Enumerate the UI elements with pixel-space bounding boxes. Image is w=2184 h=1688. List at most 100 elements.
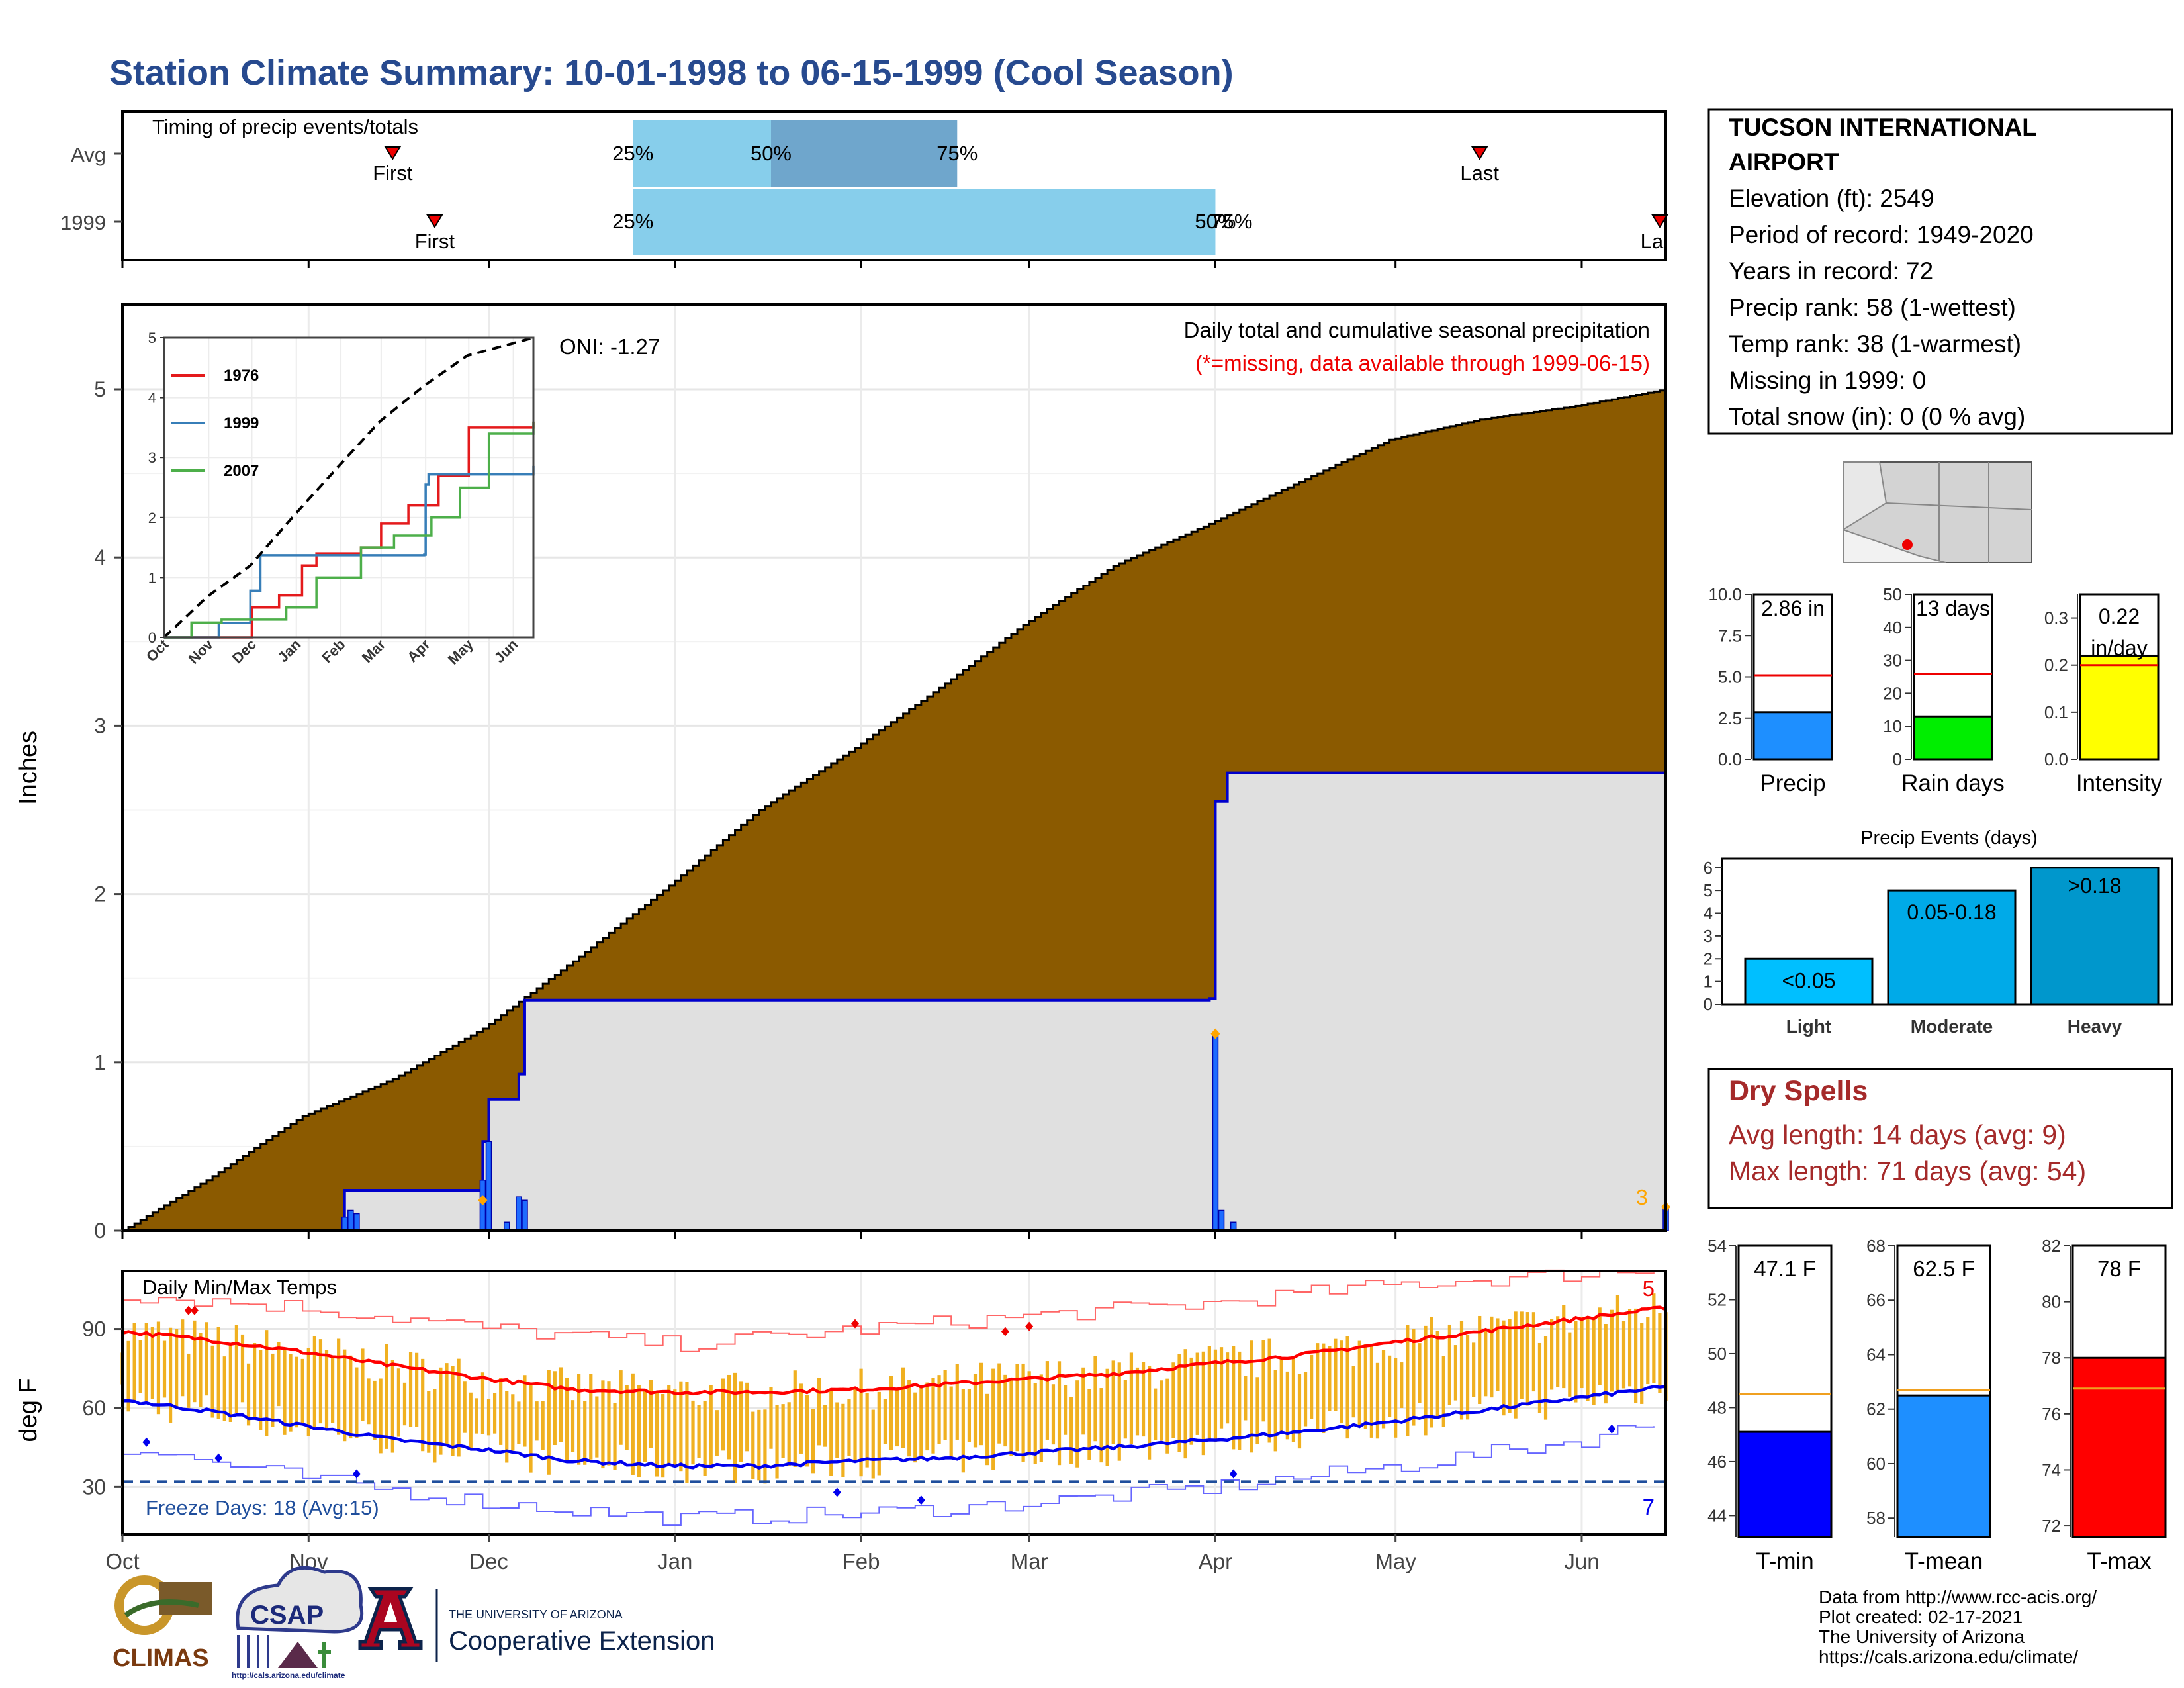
events-category-label: Heavy <box>2068 1016 2122 1037</box>
precip-ylabel: Inches <box>15 731 42 805</box>
summary-tick-label: 76 <box>2042 1404 2061 1424</box>
month-tick-label: Apr <box>1199 1549 1232 1573</box>
daily-temp-bar <box>895 1389 899 1447</box>
station-elevation: Elevation (ft): 2549 <box>1729 185 1934 212</box>
station-years: Years in record: 72 <box>1729 258 1933 285</box>
dry-spells-title: Dry Spells <box>1729 1075 1868 1107</box>
daily-temp-bar <box>337 1338 341 1435</box>
dry-spells-avg: Avg length: 14 days (avg: 9) <box>1729 1119 2066 1150</box>
daily-temp-bar <box>1615 1295 1620 1391</box>
summary-value-bar <box>1913 715 1993 761</box>
daily-temp-bar <box>667 1385 671 1465</box>
daily-temp-bar <box>1099 1388 1103 1463</box>
daily-temp-bar <box>997 1363 1001 1444</box>
daily-precip-bar <box>522 1199 528 1231</box>
daily-temp-bar <box>1514 1311 1518 1419</box>
daily-temp-bar <box>1610 1309 1614 1392</box>
daily-temp-bar <box>1490 1316 1494 1398</box>
daily-temp-bar <box>565 1378 569 1463</box>
daily-temp-bar <box>907 1380 911 1457</box>
record-temp-marker <box>917 1495 925 1505</box>
daily-temp-bar <box>1580 1317 1584 1389</box>
daily-temp-bar <box>1009 1378 1013 1456</box>
daily-temp-bar <box>1291 1356 1296 1442</box>
month-tick-label: May <box>1375 1549 1417 1573</box>
daily-temp-bar <box>222 1356 226 1421</box>
daily-temp-bar <box>1039 1374 1043 1462</box>
temp-summary-value-label: 62.5 F <box>1913 1256 1975 1281</box>
university-of-arizona-logo: THE UNIVERSITY OF ARIZONA Cooperative Ex… <box>358 1587 715 1662</box>
daily-temp-bar <box>1394 1358 1398 1438</box>
daily-temp-bar <box>1406 1325 1410 1436</box>
daily-temp-bar <box>1334 1338 1338 1411</box>
daily-temp-bar <box>715 1410 719 1456</box>
daily-temp-bar <box>1351 1366 1355 1418</box>
daily-temp-bar <box>607 1381 611 1466</box>
daily-temp-bar <box>1201 1351 1205 1456</box>
summary-tick-label: 78 <box>2042 1348 2061 1368</box>
daily-temp-bar <box>1412 1328 1416 1426</box>
record-temp-marker <box>214 1453 223 1463</box>
daily-temp-bar <box>1400 1362 1404 1409</box>
daily-temp-bar <box>312 1336 316 1429</box>
daily-temp-bar <box>1598 1307 1602 1385</box>
daily-temp-bar <box>187 1353 191 1408</box>
summary-tick-label: 10.0 <box>1708 585 1742 604</box>
record-temp-marker <box>851 1319 860 1329</box>
summary-tick-label: 46 <box>1707 1452 1727 1472</box>
daily-temp-bar <box>775 1404 779 1479</box>
precip-title: Daily total and cumulative seasonal prec… <box>1184 318 1650 342</box>
daily-temp-bar <box>1154 1388 1158 1440</box>
daily-temp-bar <box>793 1370 797 1468</box>
summary-tick-label: 64 <box>1866 1344 1886 1364</box>
daily-temp-bar <box>877 1391 881 1476</box>
events-tick-label: 3 <box>1704 926 1713 946</box>
record-temp-marker <box>1025 1321 1034 1331</box>
year-cumulative-area <box>122 749 1666 1231</box>
daily-temp-bar <box>865 1393 869 1468</box>
record-precip-marker <box>1210 1028 1220 1039</box>
daily-temp-bar <box>469 1392 473 1449</box>
inset-ytick-label: 3 <box>148 449 156 466</box>
daily-temp-bar <box>559 1367 563 1442</box>
daily-temp-bar <box>1177 1353 1181 1452</box>
daily-temp-bar <box>1003 1374 1007 1447</box>
daily-temp-bar <box>1105 1368 1109 1466</box>
daily-temp-bar <box>943 1370 947 1440</box>
daily-temp-bar <box>427 1391 431 1453</box>
summary-value-label: 2.86 in <box>1761 596 1825 620</box>
daily-temp-bar <box>991 1368 995 1470</box>
daily-temp-bar <box>835 1402 839 1458</box>
daily-temp-bar <box>529 1384 533 1473</box>
record-temp-marker <box>142 1437 151 1447</box>
daily-temp-bar <box>937 1375 941 1444</box>
summary-value-bar <box>1737 1430 1833 1538</box>
daily-temp-bar <box>355 1367 359 1438</box>
daily-temp-bar <box>1502 1320 1506 1416</box>
daily-temp-bar <box>1148 1366 1152 1460</box>
first-event-label: First <box>373 162 413 185</box>
inset-legend-label: 1999 <box>224 414 259 432</box>
daily-temp-bar <box>1568 1332 1572 1397</box>
daily-temp-bar <box>175 1329 179 1409</box>
dry-spells-max: Max length: 71 days (avg: 54) <box>1729 1156 2086 1186</box>
daily-temp-bar <box>1123 1380 1127 1439</box>
events-category-label: Light <box>1786 1016 1831 1037</box>
timing-row-label: 1999 <box>60 211 106 234</box>
daily-temp-bar <box>1273 1370 1277 1452</box>
daily-temp-bar <box>649 1380 653 1448</box>
daily-temp-bar <box>330 1356 335 1423</box>
daily-precip-bar <box>1212 1033 1219 1231</box>
events-bar-label: <0.05 <box>1782 968 1836 992</box>
daily-temp-bar <box>228 1345 232 1422</box>
precip-events-chart: 01 2 3 4 56 <0.05 Light 0.05-0.18 Moderate >0.18 H… <box>1704 857 2173 1037</box>
daily-temp-bar <box>1340 1340 1343 1424</box>
daily-temp-bar <box>673 1389 677 1466</box>
inset-legend-label: 2007 <box>224 462 259 480</box>
station-info-panel: TUCSON INTERNATIONAL AIRPORT Elevation (… <box>1707 108 2173 435</box>
daily-temp-bar <box>234 1325 239 1413</box>
daily-temp-bar <box>295 1356 298 1428</box>
summary-tick-label: 58 <box>1866 1508 1886 1528</box>
station-precip-rank: Precip rank: 58 (1-wettest) <box>1729 294 2016 321</box>
